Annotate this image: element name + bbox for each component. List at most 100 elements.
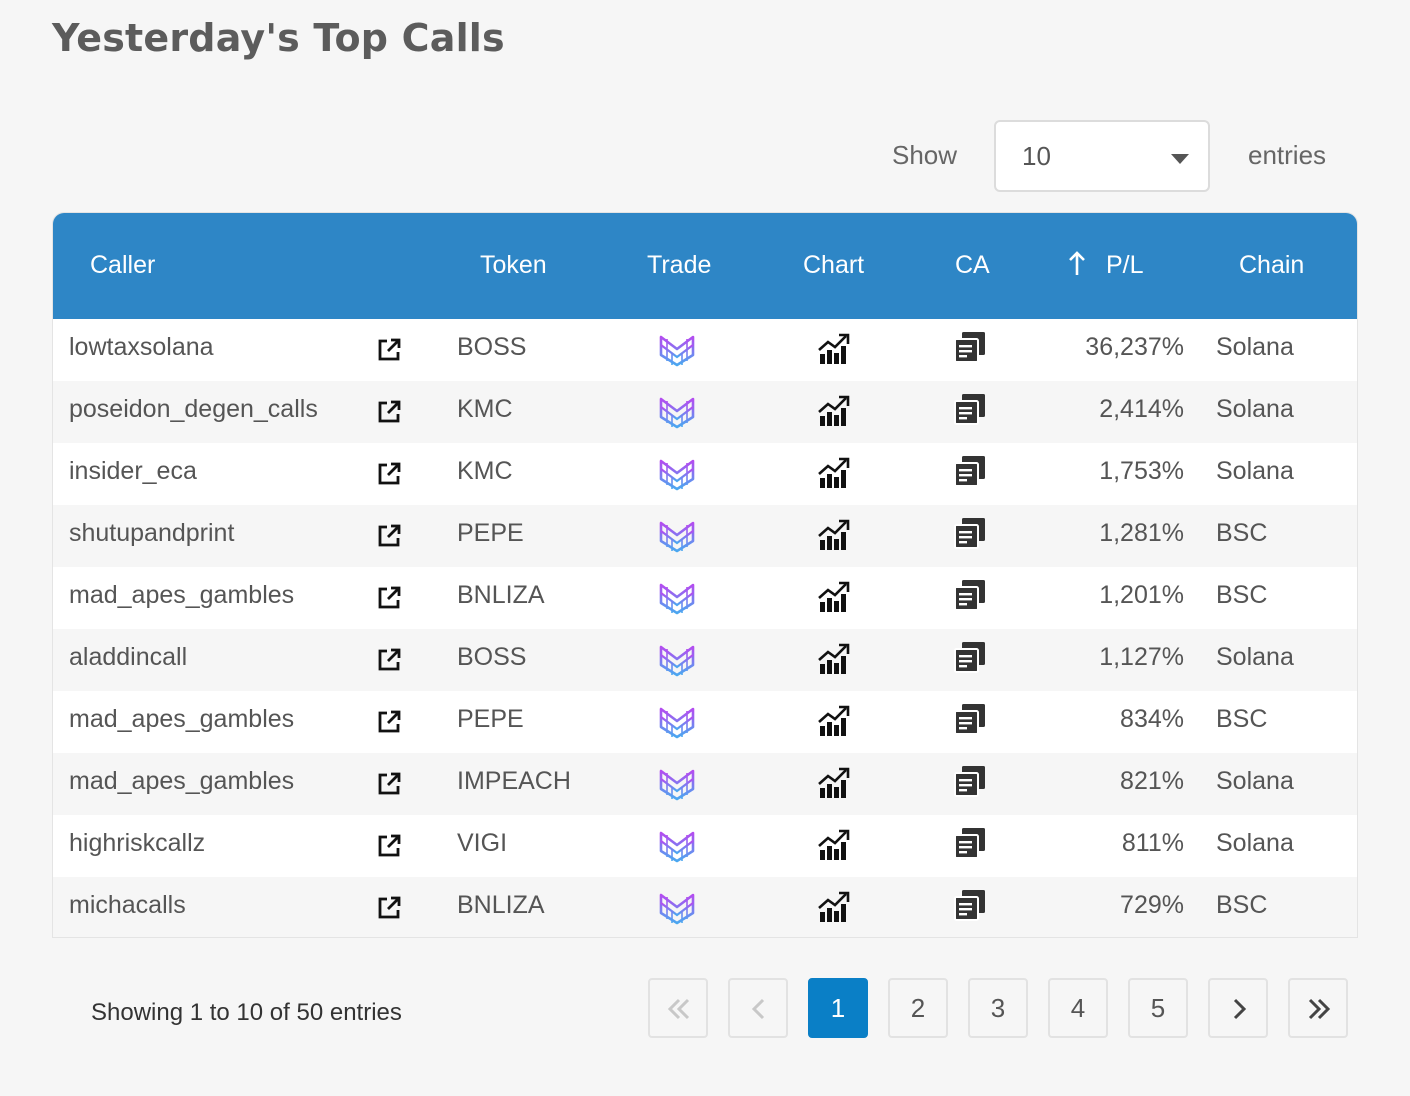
- profit-loss-value: 821%: [1120, 767, 1184, 795]
- chain-name: Solana: [1216, 333, 1294, 361]
- trade-logo-icon[interactable]: [657, 331, 697, 369]
- copy-contract-icon[interactable]: [953, 764, 987, 798]
- chart-trend-icon[interactable]: [817, 890, 851, 924]
- table-row: mad_apes_gambles BNLIZA 1,201% BSC: [53, 567, 1357, 629]
- table-header: Caller Token Trade Chart CA P/L Chain: [53, 213, 1357, 319]
- chain-name: BSC: [1216, 891, 1268, 919]
- table-row: mad_apes_gambles PEPE 834% BSC: [53, 691, 1357, 753]
- page-button-4[interactable]: 4: [1048, 978, 1108, 1038]
- external-link-icon[interactable]: [375, 708, 403, 736]
- column-header-chain[interactable]: Chain: [1239, 251, 1305, 279]
- table-row: highriskcallz VIGI 811% Solana: [53, 815, 1357, 877]
- trade-logo-icon[interactable]: [657, 889, 697, 927]
- table-body: lowtaxsolana BOSS 36,237% Solana poseidon_de…: [53, 319, 1357, 937]
- profit-loss-value: 834%: [1120, 705, 1184, 733]
- external-link-icon[interactable]: [375, 770, 403, 798]
- arrow-up-icon[interactable]: [1065, 249, 1089, 279]
- chain-name: Solana: [1216, 829, 1294, 857]
- copy-contract-icon[interactable]: [953, 392, 987, 426]
- chevron-right-icon: [1233, 998, 1247, 1020]
- page-button-2[interactable]: 2: [888, 978, 948, 1038]
- external-link-icon[interactable]: [375, 832, 403, 860]
- token-symbol: KMC: [457, 395, 513, 423]
- profit-loss-value: 729%: [1120, 891, 1184, 919]
- token-symbol: BOSS: [457, 643, 527, 671]
- external-link-icon[interactable]: [375, 646, 403, 674]
- profit-loss-value: 2,414%: [1099, 395, 1184, 423]
- entries-per-page-select[interactable]: 10: [994, 120, 1210, 192]
- column-header-chart[interactable]: Chart: [803, 251, 865, 279]
- table-row: lowtaxsolana BOSS 36,237% Solana: [53, 319, 1357, 381]
- previous-page-button[interactable]: [728, 978, 788, 1038]
- profit-loss-value: 1,753%: [1099, 457, 1184, 485]
- next-page-button[interactable]: [1208, 978, 1268, 1038]
- column-header-trade[interactable]: Trade: [647, 251, 712, 279]
- table-row: mad_apes_gambles IMPEACH 821% Solana: [53, 753, 1357, 815]
- token-symbol: BNLIZA: [457, 581, 545, 609]
- table-row: aladdincall BOSS 1,127% Solana: [53, 629, 1357, 691]
- column-header-caller[interactable]: Caller: [90, 251, 156, 279]
- table-row: shutupandprint PEPE 1,281% BSC: [53, 505, 1357, 567]
- entries-length-control: Show 10 entries: [0, 120, 1410, 192]
- caller-name: mad_apes_gambles: [69, 705, 295, 733]
- chart-trend-icon[interactable]: [817, 580, 851, 614]
- trade-logo-icon[interactable]: [657, 703, 697, 741]
- trade-logo-icon[interactable]: [657, 393, 697, 431]
- trade-logo-icon[interactable]: [657, 455, 697, 493]
- column-header-token[interactable]: Token: [480, 251, 547, 279]
- token-symbol: VIGI: [457, 829, 508, 857]
- caller-name: lowtaxsolana: [69, 333, 214, 361]
- caller-name: aladdincall: [69, 643, 188, 671]
- caller-name: mad_apes_gambles: [69, 767, 295, 795]
- first-page-button[interactable]: [648, 978, 708, 1038]
- external-link-icon[interactable]: [375, 336, 403, 364]
- external-link-icon[interactable]: [375, 522, 403, 550]
- profit-loss-value: 36,237%: [1085, 333, 1184, 361]
- chart-trend-icon[interactable]: [817, 704, 851, 738]
- last-page-button[interactable]: [1288, 978, 1348, 1038]
- trade-logo-icon[interactable]: [657, 765, 697, 803]
- chain-name: Solana: [1216, 395, 1294, 423]
- copy-contract-icon[interactable]: [953, 702, 987, 736]
- token-symbol: PEPE: [457, 519, 524, 547]
- copy-contract-icon[interactable]: [953, 330, 987, 364]
- chart-trend-icon[interactable]: [817, 642, 851, 676]
- caller-name: insider_eca: [69, 457, 197, 485]
- chain-name: Solana: [1216, 643, 1294, 671]
- table-row: poseidon_degen_calls KMC 2,414% Solana: [53, 381, 1357, 443]
- column-header-ca[interactable]: CA: [955, 251, 990, 279]
- column-header-pl[interactable]: P/L: [1106, 251, 1144, 279]
- caller-name: michacalls: [69, 891, 186, 919]
- chain-name: Solana: [1216, 767, 1294, 795]
- external-link-icon[interactable]: [375, 584, 403, 612]
- table-row: michacalls BNLIZA 729% BSC: [53, 877, 1357, 937]
- chevron-left-icon: [751, 998, 765, 1020]
- chart-trend-icon[interactable]: [817, 332, 851, 366]
- copy-contract-icon[interactable]: [953, 454, 987, 488]
- copy-contract-icon[interactable]: [953, 640, 987, 674]
- token-symbol: BOSS: [457, 333, 527, 361]
- show-label: Show: [892, 140, 958, 170]
- trade-logo-icon[interactable]: [657, 827, 697, 865]
- copy-contract-icon[interactable]: [953, 516, 987, 550]
- chart-trend-icon[interactable]: [817, 518, 851, 552]
- caller-name: mad_apes_gambles: [69, 581, 295, 609]
- chart-trend-icon[interactable]: [817, 456, 851, 490]
- token-symbol: IMPEACH: [457, 767, 571, 795]
- top-calls-table: Caller Token Trade Chart CA P/L Chain lo…: [52, 212, 1358, 938]
- external-link-icon[interactable]: [375, 398, 403, 426]
- external-link-icon[interactable]: [375, 460, 403, 488]
- copy-contract-icon[interactable]: [953, 826, 987, 860]
- copy-contract-icon[interactable]: [953, 888, 987, 922]
- copy-contract-icon[interactable]: [953, 578, 987, 612]
- page-button-5[interactable]: 5: [1128, 978, 1188, 1038]
- page-button-3[interactable]: 3: [968, 978, 1028, 1038]
- trade-logo-icon[interactable]: [657, 517, 697, 555]
- chart-trend-icon[interactable]: [817, 394, 851, 428]
- chart-trend-icon[interactable]: [817, 766, 851, 800]
- trade-logo-icon[interactable]: [657, 579, 697, 617]
- trade-logo-icon[interactable]: [657, 641, 697, 679]
- external-link-icon[interactable]: [375, 894, 403, 922]
- page-button-1[interactable]: 1: [808, 978, 868, 1038]
- chart-trend-icon[interactable]: [817, 828, 851, 862]
